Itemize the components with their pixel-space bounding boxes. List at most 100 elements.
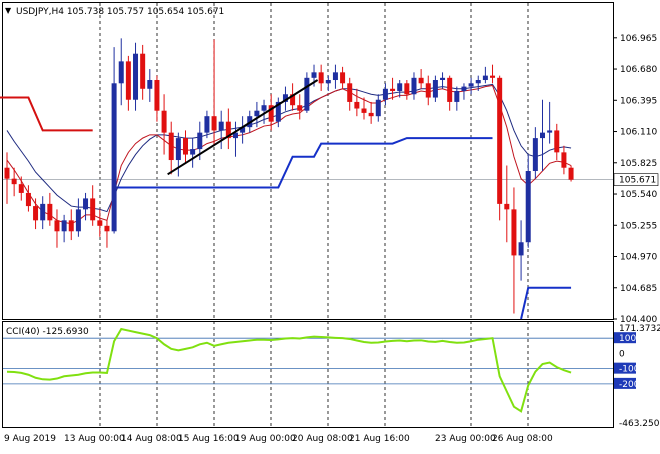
candle-body [540,132,545,139]
cci-tick-label: 100 [619,334,636,344]
candle-body [290,94,296,106]
candle-body [554,130,560,153]
candle-body [375,99,381,117]
y-tick-label: 106.110 [620,128,657,138]
candle-body [61,220,67,232]
candle-body [418,77,424,84]
candle-body [268,105,274,122]
candle-body [190,149,196,155]
x-tick-label: 21 Aug 16:00 [349,434,410,444]
candle-body [354,101,360,109]
candle-body [525,171,531,243]
x-tick-label: 15 Aug 16:00 [178,434,239,444]
candle-body [297,105,303,111]
indicator-plot-frame [2,321,614,428]
candle-body [83,198,89,210]
candle-body [197,132,203,150]
candle-body [154,80,160,111]
candle-body [404,83,410,95]
y-tick-label: 105.540 [620,190,657,200]
candle-body [18,184,24,193]
cci-level-box [614,332,636,344]
candle-body [411,77,417,95]
candle-body [47,203,53,221]
candle-body [482,75,488,81]
x-tick-label: 23 Aug 00:00 [435,434,496,444]
candle-body [425,83,431,98]
y-tick-label: 106.680 [620,65,657,75]
candle-body [75,209,81,232]
candle-body [218,121,224,131]
main-plot-frame [2,2,614,320]
candle-body [254,110,260,117]
y-tick-label: 104.970 [620,253,657,263]
candle-body [475,80,481,84]
slow-ma-line [6,83,572,213]
x-tick-label: 20 Aug 08:00 [292,434,353,444]
candle-body [125,61,131,100]
candle-body [25,192,31,207]
candle-body [97,220,103,226]
pivot-line-blue [520,286,572,320]
candle-body [311,72,317,78]
y-tick-label: 104.685 [620,284,657,294]
candle-body [382,88,388,100]
candle-body [447,77,453,102]
candle-body [232,132,238,139]
candle-body [440,77,446,81]
candle-body [147,80,153,89]
candle-body [432,80,438,98]
trendline [167,79,319,176]
pivot-line-red [0,96,93,132]
chart-title: USDJPY,H4 105.738 105.757 105.654 105.67… [16,7,224,17]
cci-level-box [614,362,636,374]
cci-tick-label: -463.2509 [619,419,660,429]
header-arrow-icon: ▼ [5,6,12,15]
candle-body [183,138,188,155]
candle-body [504,203,510,210]
cci-tick-label: 171.3732 [619,324,660,334]
candle-body [561,152,567,168]
candle-body [282,94,288,102]
cci-tick-label: -200 [619,380,640,390]
x-tick-label: 19 Aug 00:00 [235,434,296,444]
candle-body [340,72,346,84]
candle-body [368,112,374,117]
candle-body [532,138,538,171]
cci-label: CCI(40) -125.6930 [6,327,89,337]
candle-body [211,116,217,131]
candle-body [204,116,210,133]
candle-body [111,83,117,232]
candle-body [547,130,553,133]
x-tick-label: 14 Aug 08:00 [121,434,182,444]
candle-body [11,178,17,185]
cci-tick-label: -100 [619,365,640,375]
candle-body [133,53,139,100]
candle-body [390,88,396,91]
candle-body [68,220,74,232]
candle-body [347,83,353,102]
candle-body [518,242,524,256]
candle-body [568,167,574,180]
y-tick-label: 106.395 [620,96,657,106]
y-tick-label: 105.825 [620,159,657,169]
candle-body [118,61,124,84]
current-price-label: 105.671 [619,176,656,186]
candle-body [454,90,460,102]
candle-body [175,138,181,161]
candle-body [397,83,403,91]
candle-body [468,83,474,87]
x-tick-label: 26 Aug 08:00 [492,434,553,444]
candle-body [325,80,331,84]
candle-body [511,209,517,256]
x-tick-label: 9 Aug 2019 [4,434,56,444]
candle-body [240,127,246,133]
candle-body [225,121,231,139]
candle-body [461,86,467,91]
y-tick-label: 106.965 [620,34,657,44]
candle-body [261,105,267,111]
candle-body [161,110,167,133]
cci-tick-label: 0 [619,349,625,359]
candle-body [497,77,503,204]
